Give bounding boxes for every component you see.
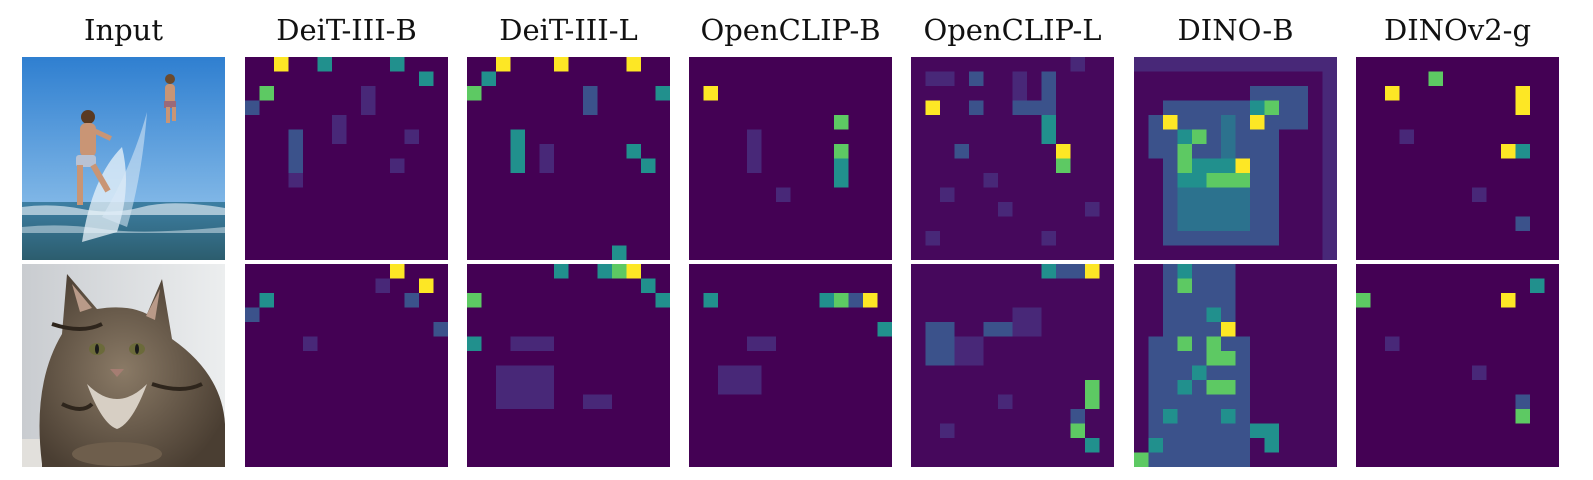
next-row-edge: [0, 470, 1593, 480]
column-header-deit3b: DeiT-III-B: [276, 13, 417, 47]
attention-map-cat-deit3l: [467, 264, 670, 467]
column-header-dinob: DINO-B: [1177, 13, 1294, 47]
column-header-deit3l: DeiT-III-L: [499, 13, 638, 47]
attention-map-beach-dinov2g: [1356, 57, 1559, 260]
attention-map-beach-oclipb: [689, 57, 892, 260]
attention-map-cat-dinov2g: [1356, 264, 1559, 467]
column-header-dinov2g: DINOv2-g: [1383, 13, 1532, 47]
attention-map-cat-oclipl: [911, 264, 1114, 467]
column-header-oclipl: OpenCLIP-L: [923, 13, 1102, 47]
input-image-cat: [22, 264, 225, 467]
column-header-oclipb: OpenCLIP-B: [700, 13, 881, 47]
column-header-input: Input: [83, 13, 164, 47]
attention-map-beach-deit3b: [245, 57, 448, 260]
attention-map-beach-oclipl: [911, 57, 1114, 260]
attention-map-beach-deit3l: [467, 57, 670, 260]
attention-map-cat-oclipb: [689, 264, 892, 467]
attention-map-beach-dinob: [1134, 57, 1337, 260]
attention-map-cat-deit3b: [245, 264, 448, 467]
attention-map-cat-dinob: [1134, 264, 1337, 467]
input-image-beach: [22, 57, 225, 260]
